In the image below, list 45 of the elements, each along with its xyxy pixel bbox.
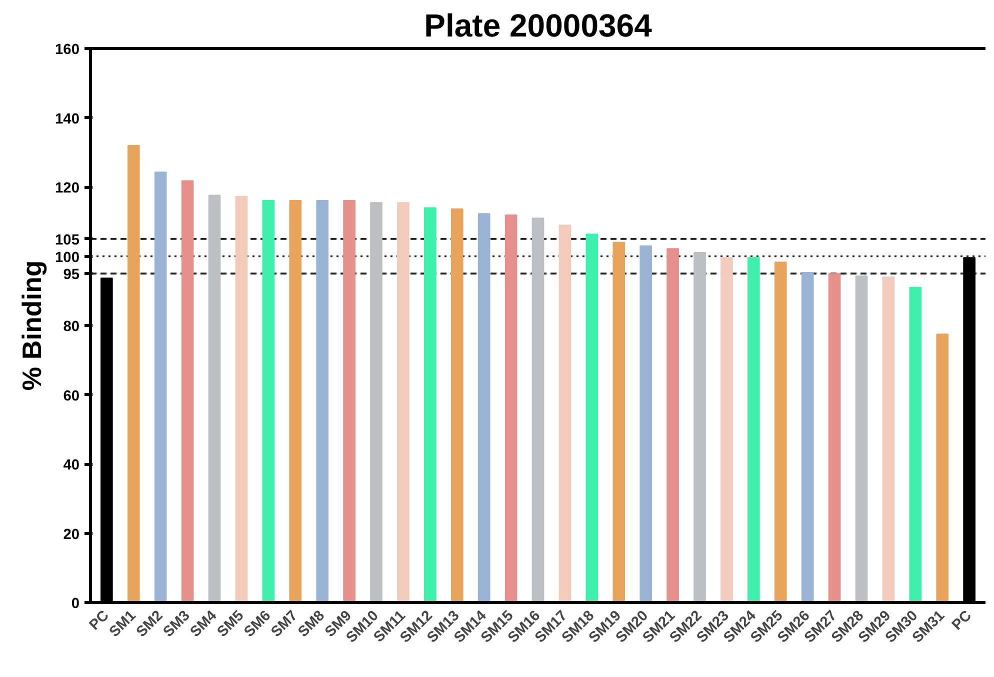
y-tick-label: 100 xyxy=(55,250,80,266)
bar xyxy=(640,245,652,602)
bar xyxy=(936,334,949,602)
y-tick-label: 40 xyxy=(63,458,80,474)
bar xyxy=(801,272,814,602)
y-tick-label: 80 xyxy=(63,319,80,335)
chart-title: Plate 20000364 xyxy=(424,8,652,44)
bar xyxy=(478,213,490,602)
bar xyxy=(127,144,140,602)
y-tick-label: 120 xyxy=(55,180,80,196)
bar xyxy=(720,257,733,602)
bar xyxy=(262,200,275,602)
y-tick-label: 0 xyxy=(71,596,80,612)
bar xyxy=(208,194,221,602)
bar xyxy=(774,262,787,602)
y-tick-label: 140 xyxy=(55,111,80,128)
bar xyxy=(154,172,167,602)
bar xyxy=(666,248,679,602)
bar xyxy=(855,275,868,602)
bar xyxy=(748,257,760,602)
bar xyxy=(558,224,572,602)
bar xyxy=(343,200,356,602)
y-tick-label: 60 xyxy=(63,388,80,404)
bar xyxy=(370,202,382,602)
bar xyxy=(828,273,841,602)
y-tick-label: 105 xyxy=(55,232,80,248)
bar xyxy=(532,218,544,602)
x-tick-label: PC xyxy=(949,608,976,634)
bar xyxy=(694,252,706,602)
y-tick-label: 95 xyxy=(63,267,80,284)
y-tick-label: 20 xyxy=(63,526,80,543)
y-tick-label: 160 xyxy=(55,42,80,58)
y-axis-title: % Binding xyxy=(17,260,48,391)
bar xyxy=(181,180,194,602)
bar xyxy=(504,214,518,602)
bar xyxy=(397,202,410,602)
bar xyxy=(316,200,328,602)
bar xyxy=(450,208,464,602)
bar xyxy=(612,242,626,602)
bar xyxy=(424,207,436,602)
bar xyxy=(586,234,598,602)
bar xyxy=(289,200,302,602)
bar xyxy=(909,286,922,602)
bar xyxy=(882,276,895,602)
bar xyxy=(235,196,248,602)
